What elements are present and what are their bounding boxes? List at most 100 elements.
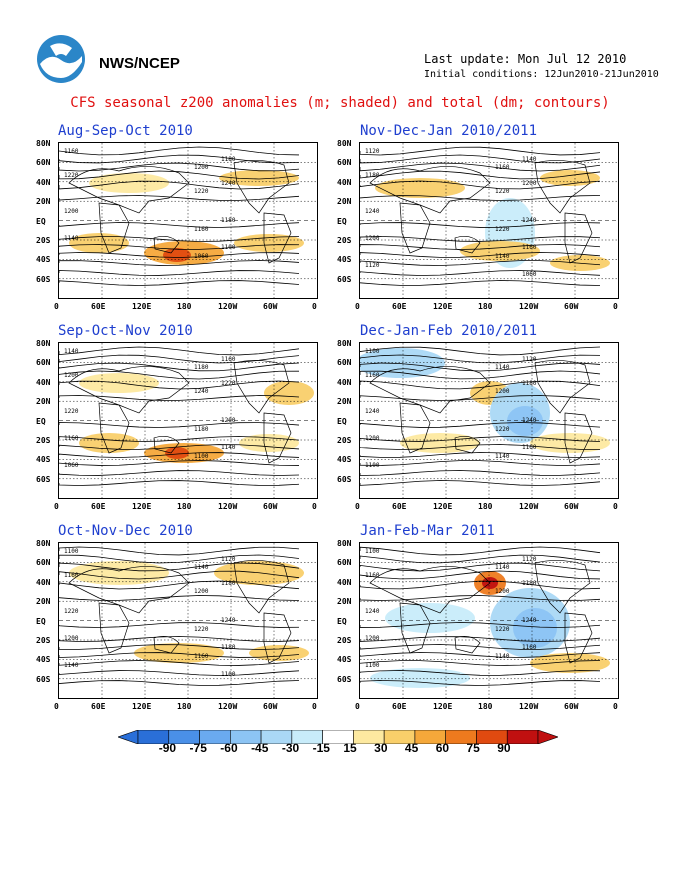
contour-label: 1220 <box>495 626 510 633</box>
y-tick-label: 60S <box>337 674 352 684</box>
contour-label: 1200 <box>495 588 510 595</box>
contour-label: 1200 <box>64 635 79 642</box>
contour-label: 1160 <box>221 356 236 363</box>
y-tick-label: 80N <box>337 539 352 548</box>
contour-label: 1120 <box>365 148 380 155</box>
contour-label: 1140 <box>64 235 79 242</box>
colorbar-segment <box>506 730 539 744</box>
anomaly-region <box>375 178 465 198</box>
y-tick-label: 60S <box>36 674 51 684</box>
contour-label: 1140 <box>194 564 209 571</box>
y-tick-label: 60S <box>36 474 51 484</box>
map-svg: 1140 1160 1180 1200 1220 1240 1220 1200 1180 1160… <box>59 343 317 498</box>
contour-label: 1200 <box>64 208 79 215</box>
y-tick-label: 60N <box>36 358 51 368</box>
contour-label: 1220 <box>64 608 79 615</box>
x-tick-label: 180 <box>177 702 192 711</box>
map-svg: 1100 1120 1140 1160 1180 1200 1220 1240 1220 1200… <box>59 543 317 698</box>
x-tick-label: 120E <box>132 302 152 311</box>
anomaly-region <box>234 234 304 252</box>
y-tick-label: 20S <box>36 636 51 645</box>
map-svg: 1100 1120 1140 1160 1180 1200 1240 1240 1220 1200… <box>360 543 618 698</box>
main-title: CFS seasonal z200 anomalies (m; shaded) … <box>70 95 610 111</box>
y-tick-label: 60S <box>36 274 51 284</box>
x-tick-label: 60E <box>91 702 106 711</box>
contour-label: 1160 <box>522 244 537 251</box>
x-tick-label: 0 <box>613 302 618 311</box>
contour-label: 1140 <box>495 253 510 260</box>
x-tick-label: 180 <box>478 702 493 711</box>
colorbar-label: 45 <box>404 741 419 755</box>
y-tick-label: 20N <box>36 397 51 407</box>
anomaly-region <box>134 643 224 663</box>
y-tick-label: EQ <box>337 616 347 626</box>
contour-label: 1200 <box>64 372 79 379</box>
y-tick-label: 40N <box>36 377 51 387</box>
contour-label: 1160 <box>64 572 79 579</box>
contour-label: 1160 <box>522 644 537 651</box>
y-tick-label: 40N <box>337 377 352 387</box>
x-tick-label: 0 <box>355 502 360 511</box>
contour-label: 1220 <box>495 226 510 233</box>
x-tick-label: 180 <box>478 302 493 311</box>
contour-label: 1180 <box>221 156 236 163</box>
contour-label: 1140 <box>64 348 79 355</box>
y-tick-label: 80N <box>337 139 352 148</box>
contour-label: 1180 <box>522 580 537 587</box>
x-tick-label: 120W <box>519 302 539 311</box>
x-tick-label: 120W <box>519 702 539 711</box>
height-contours <box>360 546 601 686</box>
contour-label: 1140 <box>495 364 510 371</box>
grid <box>360 143 618 298</box>
contour-label: 1220 <box>194 188 209 195</box>
x-tick-label: 120W <box>218 502 238 511</box>
x-tick-label: 120E <box>132 702 152 711</box>
colorbar-label: -45 <box>251 741 269 755</box>
anomaly-region <box>79 433 139 453</box>
colorbar-label: -30 <box>281 741 300 755</box>
colorbar-label: 60 <box>435 741 450 755</box>
x-tick-label: 60W <box>263 302 278 311</box>
contour-label: 1160 <box>365 572 380 579</box>
colorbar-label: -75 <box>189 741 207 755</box>
anomaly-region <box>513 608 557 648</box>
x-tick-label: 60W <box>263 502 278 511</box>
map-svg: 1100 1120 1140 1160 1180 1200 1240 1240 1220 1200… <box>360 343 618 498</box>
contour-label: 1160 <box>194 653 209 660</box>
y-tick-label: 20S <box>337 636 352 645</box>
contour-label: 1220 <box>64 408 79 415</box>
y-tick-label: 20N <box>337 397 352 407</box>
contour-label: 1140 <box>495 564 510 571</box>
contour-label: 1180 <box>365 172 380 179</box>
y-tick-label: 60N <box>36 158 51 168</box>
y-tick-label: 40N <box>337 177 352 187</box>
contour-label: 1200 <box>221 417 236 424</box>
contour-label: 1200 <box>522 180 537 187</box>
y-tick-label: 60N <box>36 558 51 568</box>
contour-label: 1140 <box>522 156 537 163</box>
contour-label: 1220 <box>194 626 209 633</box>
contour-label: 1060 <box>194 253 209 260</box>
y-tick-label: EQ <box>36 616 46 626</box>
contour-label: 1120 <box>522 556 537 563</box>
y-tick-label: 40S <box>36 255 51 265</box>
y-tick-label: 40S <box>36 455 51 465</box>
x-tick-label: 120E <box>433 502 453 511</box>
contour-label: 1060 <box>522 271 537 278</box>
x-tick-label: 0 <box>54 302 59 311</box>
contour-label: 1160 <box>522 444 537 451</box>
panel-title-6: Jan-Feb-Mar 2011 <box>360 523 495 539</box>
colorbar-label: 15 <box>343 741 357 755</box>
colorbar-label: -60 <box>220 741 238 755</box>
anomaly-region <box>165 447 189 459</box>
contour-label: 1140 <box>221 444 236 451</box>
anomaly-region <box>163 248 191 262</box>
map-panel-5: 1100 1120 1140 1160 1180 1200 1220 1240 1220 1200… <box>58 542 318 699</box>
panel-title-1: Aug-Sep-Oct 2010 <box>58 123 193 139</box>
y-tick-label: 40N <box>36 177 51 187</box>
y-tick-label: EQ <box>337 416 347 426</box>
contour-label: 1200 <box>365 435 380 442</box>
x-tick-label: 120W <box>519 502 539 511</box>
y-tick-label: 20S <box>36 436 51 445</box>
coastlines <box>369 560 593 664</box>
